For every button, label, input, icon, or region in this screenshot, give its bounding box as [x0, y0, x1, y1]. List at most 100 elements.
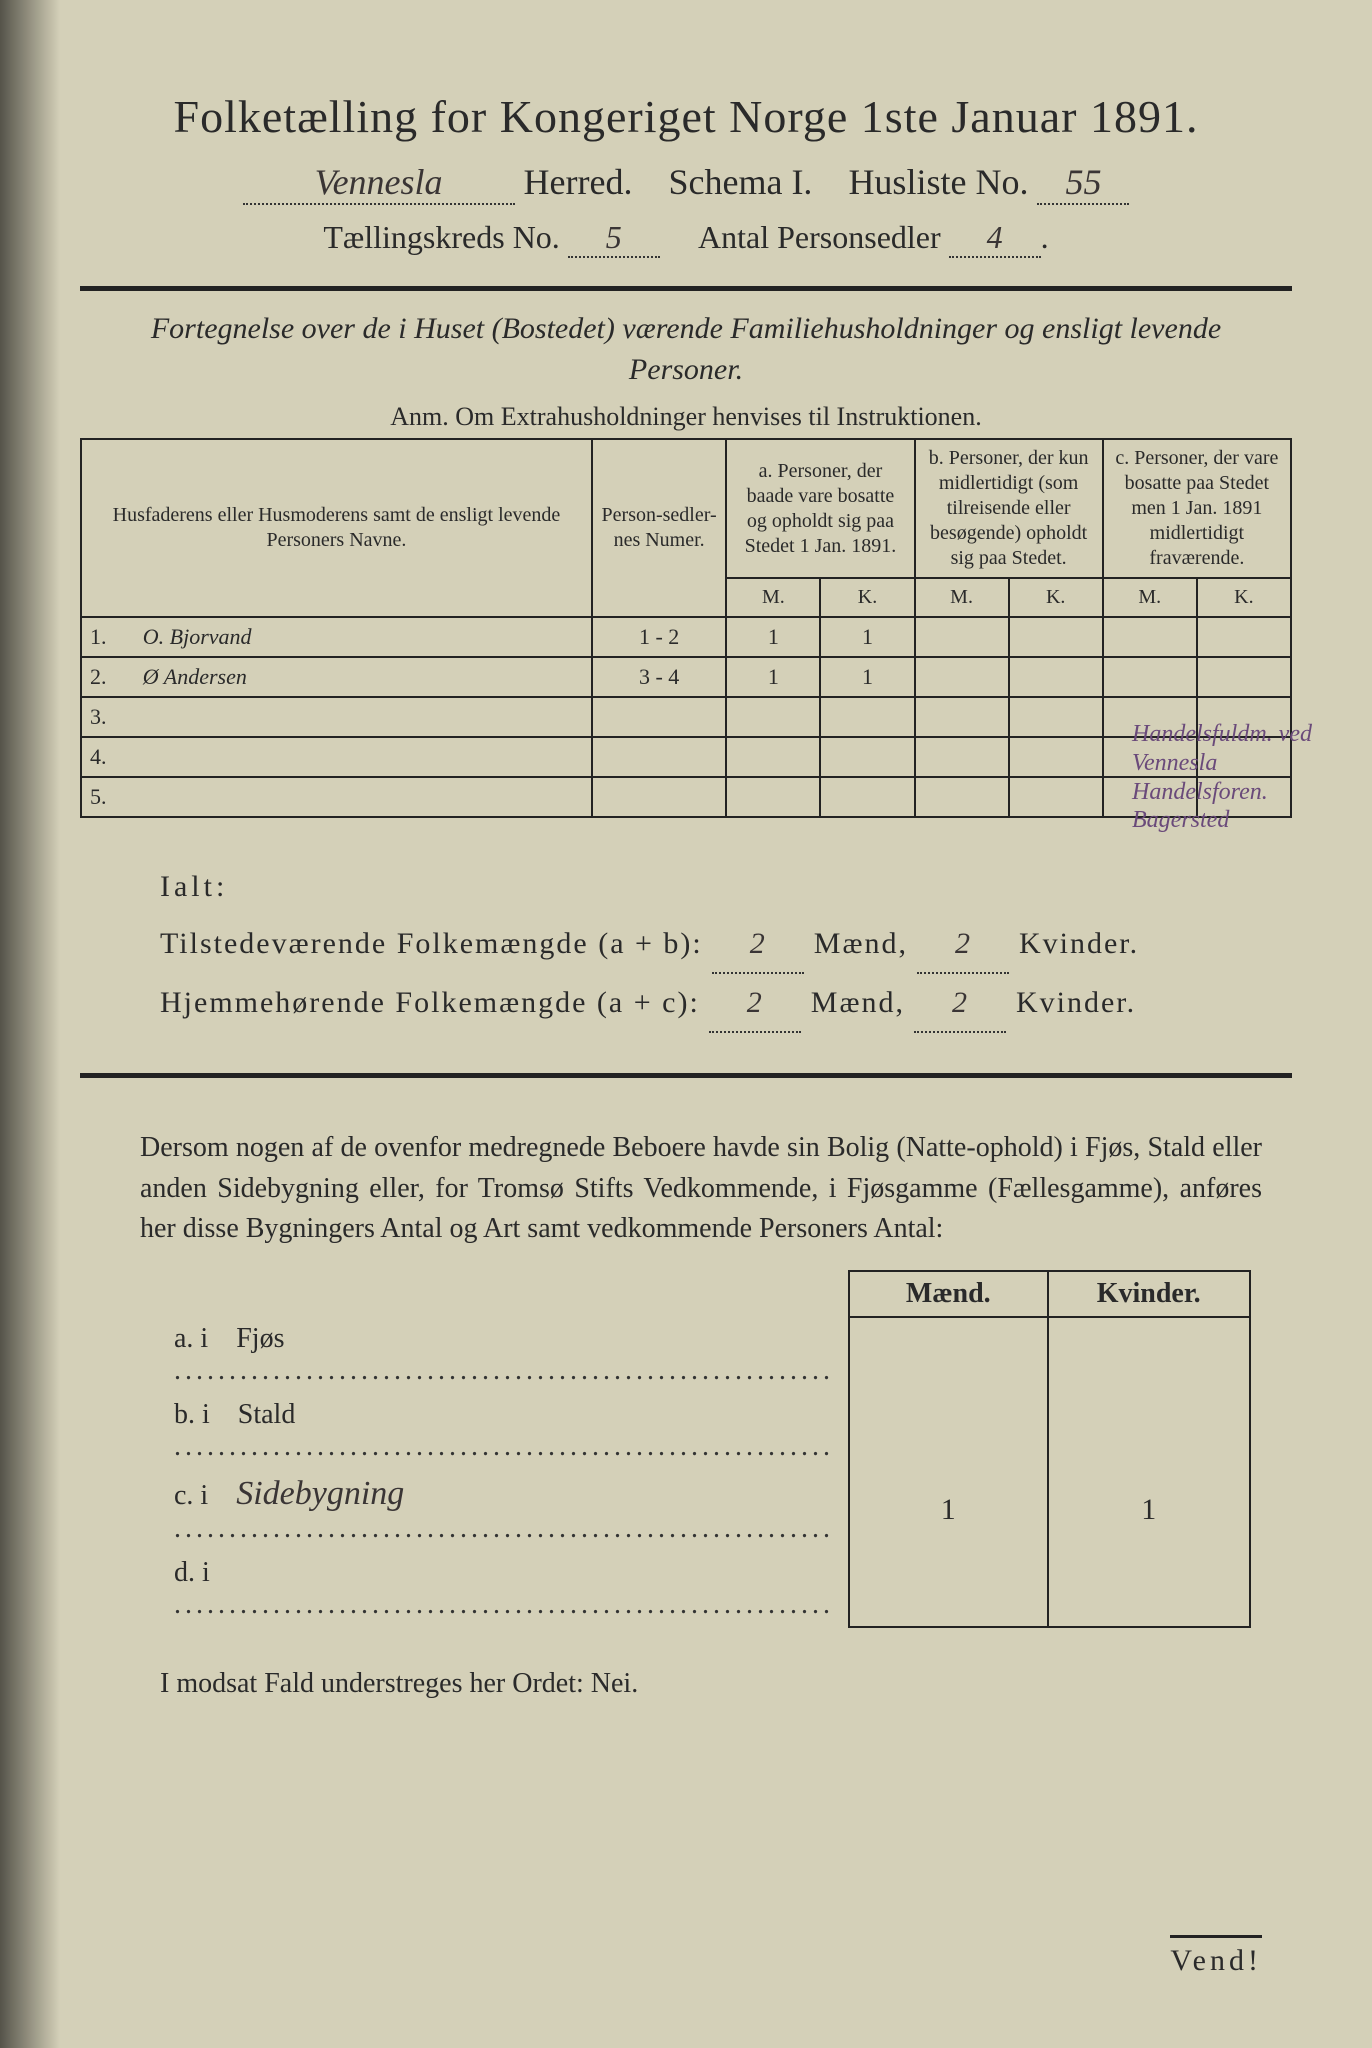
- row-2-pnum: 3 - 4: [592, 657, 726, 697]
- row-4-ak: [820, 737, 914, 777]
- row-3-bk: [1009, 697, 1103, 737]
- sub-row: a. i Fjøs: [160, 1317, 1250, 1393]
- dot-leader: [174, 1589, 834, 1620]
- sub-c-lbl: c. i: [174, 1480, 208, 1511]
- col-a-m: M.: [726, 578, 820, 617]
- row-1-pnum: 1 - 2: [592, 617, 726, 657]
- kvinder-label-1: Kvinder.: [1019, 927, 1139, 960]
- row-2-ak: 1: [820, 657, 914, 697]
- row-1-ck: [1197, 617, 1291, 657]
- row-5-pnum: [592, 777, 726, 817]
- maend-label-1: Mænd,: [814, 927, 908, 960]
- sub-head-m: Mænd.: [849, 1271, 1048, 1317]
- sub-row: b. i Stald: [160, 1393, 1250, 1469]
- margin-annotation: Handelsfuldm. ved Vennesla Handelsforen.…: [1132, 720, 1332, 835]
- rule-2: [80, 1073, 1292, 1078]
- schema-label: Schema I.: [668, 162, 812, 202]
- sub-row: c. i Sidebygning 1 1: [160, 1469, 1250, 1551]
- row-3-pnum: [592, 697, 726, 737]
- row-5-bm: [915, 777, 1009, 817]
- household-table: Husfaderens eller Husmoderens samt de en…: [80, 438, 1292, 818]
- row-4-bk: [1009, 737, 1103, 777]
- row-1-cm: [1103, 617, 1197, 657]
- table-row: 2. Ø Andersen 3 - 4 1 1: [81, 657, 1291, 697]
- personsedler-label: Antal Personsedler: [698, 219, 941, 255]
- col-header-a: a. Personer, der baade vare bosatte og o…: [726, 439, 914, 578]
- anm-text: Anm. Om Extrahusholdninger henvises til …: [80, 402, 1292, 432]
- col-c-m: M.: [1103, 578, 1197, 617]
- row-3-ak: [820, 697, 914, 737]
- herred-value: Vennesla: [243, 161, 515, 205]
- col-a-k: K.: [820, 578, 914, 617]
- scan-shadow: [0, 0, 60, 2048]
- row-5-am: [726, 777, 820, 817]
- col-c-k: K.: [1197, 578, 1291, 617]
- ialt-line-2: Hjemmehørende Folkemængde (a + c): 2 Mæn…: [160, 974, 1252, 1033]
- ialt-heading: Ialt:: [160, 858, 1252, 915]
- kreds-line: Tællingskreds No. 5 Antal Personsedler 4…: [80, 219, 1292, 258]
- row-4-bm: [915, 737, 1009, 777]
- row-1-bm: [915, 617, 1009, 657]
- row-3-num: 3.: [81, 697, 135, 737]
- ialt-line2-label: Hjemmehørende Folkemængde (a + c):: [160, 986, 700, 1019]
- col-header-num: Person-sedler-nes Numer.: [592, 439, 726, 617]
- fortegnelse-text: Fortegnelse over de i Huset (Bostedet) v…: [120, 309, 1252, 390]
- row-3-name: [135, 697, 592, 737]
- table-row: 3.: [81, 697, 1291, 737]
- kreds-no: 5: [568, 219, 660, 258]
- dot-leader: [174, 1431, 834, 1462]
- sub-a-lbl: a. i: [174, 1323, 208, 1354]
- row-2-num: 2.: [81, 657, 135, 697]
- kvinder-label-2: Kvinder.: [1016, 986, 1136, 1019]
- col-b-k: K.: [1009, 578, 1103, 617]
- row-1-name: O. Bjorvand: [135, 617, 592, 657]
- row-4-am: [726, 737, 820, 777]
- row-2-name: Ø Andersen: [135, 657, 592, 697]
- kreds-label: Tællingskreds No.: [323, 219, 559, 255]
- herred-label: Herred.: [524, 162, 633, 202]
- sub-a-k: [1048, 1317, 1250, 1393]
- sidebygning-table: Mænd. Kvinder. a. i Fjøs b. i Stald: [160, 1270, 1251, 1628]
- ialt-line1-label: Tilstedeværende Folkemængde (a + b):: [160, 927, 703, 960]
- vend-label: Vend!: [1170, 1935, 1262, 1978]
- personsedler-no: 4: [949, 219, 1041, 258]
- census-form-page: Folketælling for Kongeriget Norge 1ste J…: [0, 0, 1372, 2048]
- row-1-ak: 1: [820, 617, 914, 657]
- sub-b-lbl: b. i: [174, 1399, 210, 1430]
- row-1-am: 1: [726, 617, 820, 657]
- row-2-bk: [1009, 657, 1103, 697]
- row-5-bk: [1009, 777, 1103, 817]
- table-row: 5.: [81, 777, 1291, 817]
- main-title: Folketælling for Kongeriget Norge 1ste J…: [80, 90, 1292, 143]
- row-4-pnum: [592, 737, 726, 777]
- table-row: 4.: [81, 737, 1291, 777]
- row-1-num: 1.: [81, 617, 135, 657]
- sub-d-k: [1048, 1551, 1250, 1627]
- col-header-b: b. Personer, der kun midlertidigt (som t…: [915, 439, 1103, 578]
- row-1-bk: [1009, 617, 1103, 657]
- row-2-ck: [1197, 657, 1291, 697]
- row-5-num: 5.: [81, 777, 135, 817]
- row-3-am: [726, 697, 820, 737]
- husliste-no: 55: [1037, 161, 1129, 205]
- sub-a-m: [849, 1317, 1048, 1393]
- ialt-line2-m: 2: [709, 974, 801, 1033]
- sub-a-name: Fjøs: [236, 1323, 284, 1354]
- sub-c-m: 1: [849, 1469, 1048, 1551]
- col-b-m: M.: [915, 578, 1009, 617]
- sub-d-lbl: d. i: [174, 1557, 210, 1588]
- row-2-cm: [1103, 657, 1197, 697]
- rule-1: [80, 286, 1292, 291]
- row-2-bm: [915, 657, 1009, 697]
- row-4-name: [135, 737, 592, 777]
- ialt-line-1: Tilstedeværende Folkemængde (a + b): 2 M…: [160, 915, 1252, 974]
- sidebygning-paragraph: Dersom nogen af de ovenfor medregnede Be…: [140, 1128, 1262, 1250]
- ialt-line1-m: 2: [712, 915, 804, 974]
- dot-leader: [174, 1513, 834, 1544]
- footer-text: I modsat Fald understreges her Ordet: Ne…: [160, 1668, 1292, 1700]
- row-3-bm: [915, 697, 1009, 737]
- herred-line: Vennesla Herred. Schema I. Husliste No. …: [80, 161, 1292, 205]
- sub-b-m: [849, 1393, 1048, 1469]
- ialt-line1-k: 2: [917, 915, 1009, 974]
- sub-b-name: Stald: [238, 1399, 296, 1430]
